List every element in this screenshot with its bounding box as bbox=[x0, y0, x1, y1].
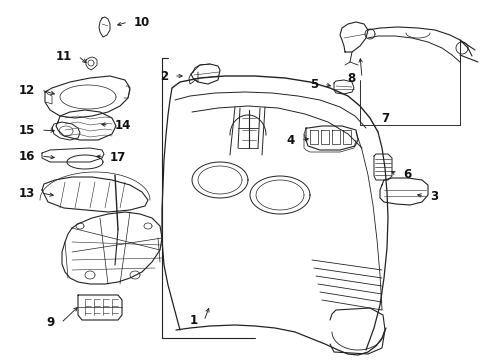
Text: 5: 5 bbox=[309, 77, 317, 90]
Text: 2: 2 bbox=[160, 69, 168, 82]
Text: 11: 11 bbox=[56, 50, 72, 63]
Text: 10: 10 bbox=[134, 15, 150, 28]
Text: 9: 9 bbox=[47, 316, 55, 329]
Text: 17: 17 bbox=[110, 150, 126, 163]
Text: 12: 12 bbox=[19, 84, 35, 96]
Text: 15: 15 bbox=[19, 123, 35, 136]
Text: 3: 3 bbox=[429, 189, 437, 202]
Text: 14: 14 bbox=[115, 118, 131, 131]
Text: 1: 1 bbox=[189, 315, 198, 328]
Text: 13: 13 bbox=[19, 186, 35, 199]
Text: 4: 4 bbox=[286, 134, 294, 147]
Text: 16: 16 bbox=[19, 149, 35, 162]
Text: 8: 8 bbox=[347, 72, 355, 85]
Text: 6: 6 bbox=[402, 167, 410, 180]
Text: 7: 7 bbox=[380, 112, 388, 125]
